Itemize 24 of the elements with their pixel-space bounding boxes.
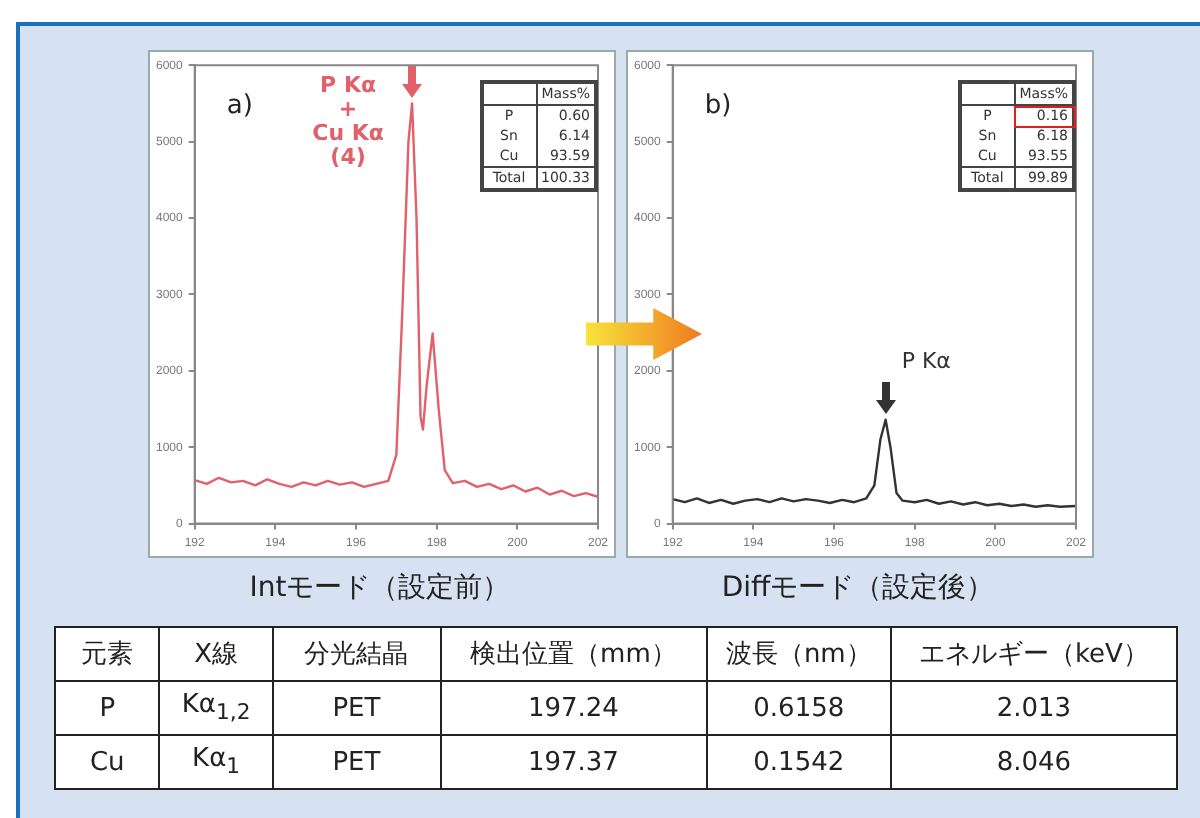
annotation: b)	[704, 90, 732, 121]
text: 0.1542	[706, 735, 891, 789]
text: X線	[159, 627, 273, 681]
text: 元素	[55, 627, 160, 681]
annotation: P Kα	[901, 348, 951, 375]
text: P	[55, 681, 160, 735]
x-axis-title: Intモード（設定前）	[247, 570, 513, 606]
text: Cu	[55, 735, 160, 789]
annotation: P Kα + Cu Kα (4)	[312, 72, 385, 171]
annotation: a)	[226, 90, 253, 121]
text: 197.37	[440, 735, 707, 789]
text: 8.046	[890, 735, 1177, 789]
text: 分光結晶	[272, 627, 441, 681]
text: PET	[272, 735, 441, 789]
x-axis-title: Diffモード（設定後）	[719, 570, 997, 606]
text: PET	[272, 681, 441, 735]
text: Kα$_{1,2}$	[159, 681, 273, 735]
text: 197.24	[440, 681, 707, 735]
text: 0.6158	[706, 681, 891, 735]
text: Kα$_{1}$	[159, 735, 273, 789]
text: 検出位置（mm）	[440, 627, 707, 681]
text: 波長（nm）	[706, 627, 891, 681]
text: 2.013	[890, 681, 1177, 735]
text: エネルギー（keV）	[890, 627, 1177, 681]
